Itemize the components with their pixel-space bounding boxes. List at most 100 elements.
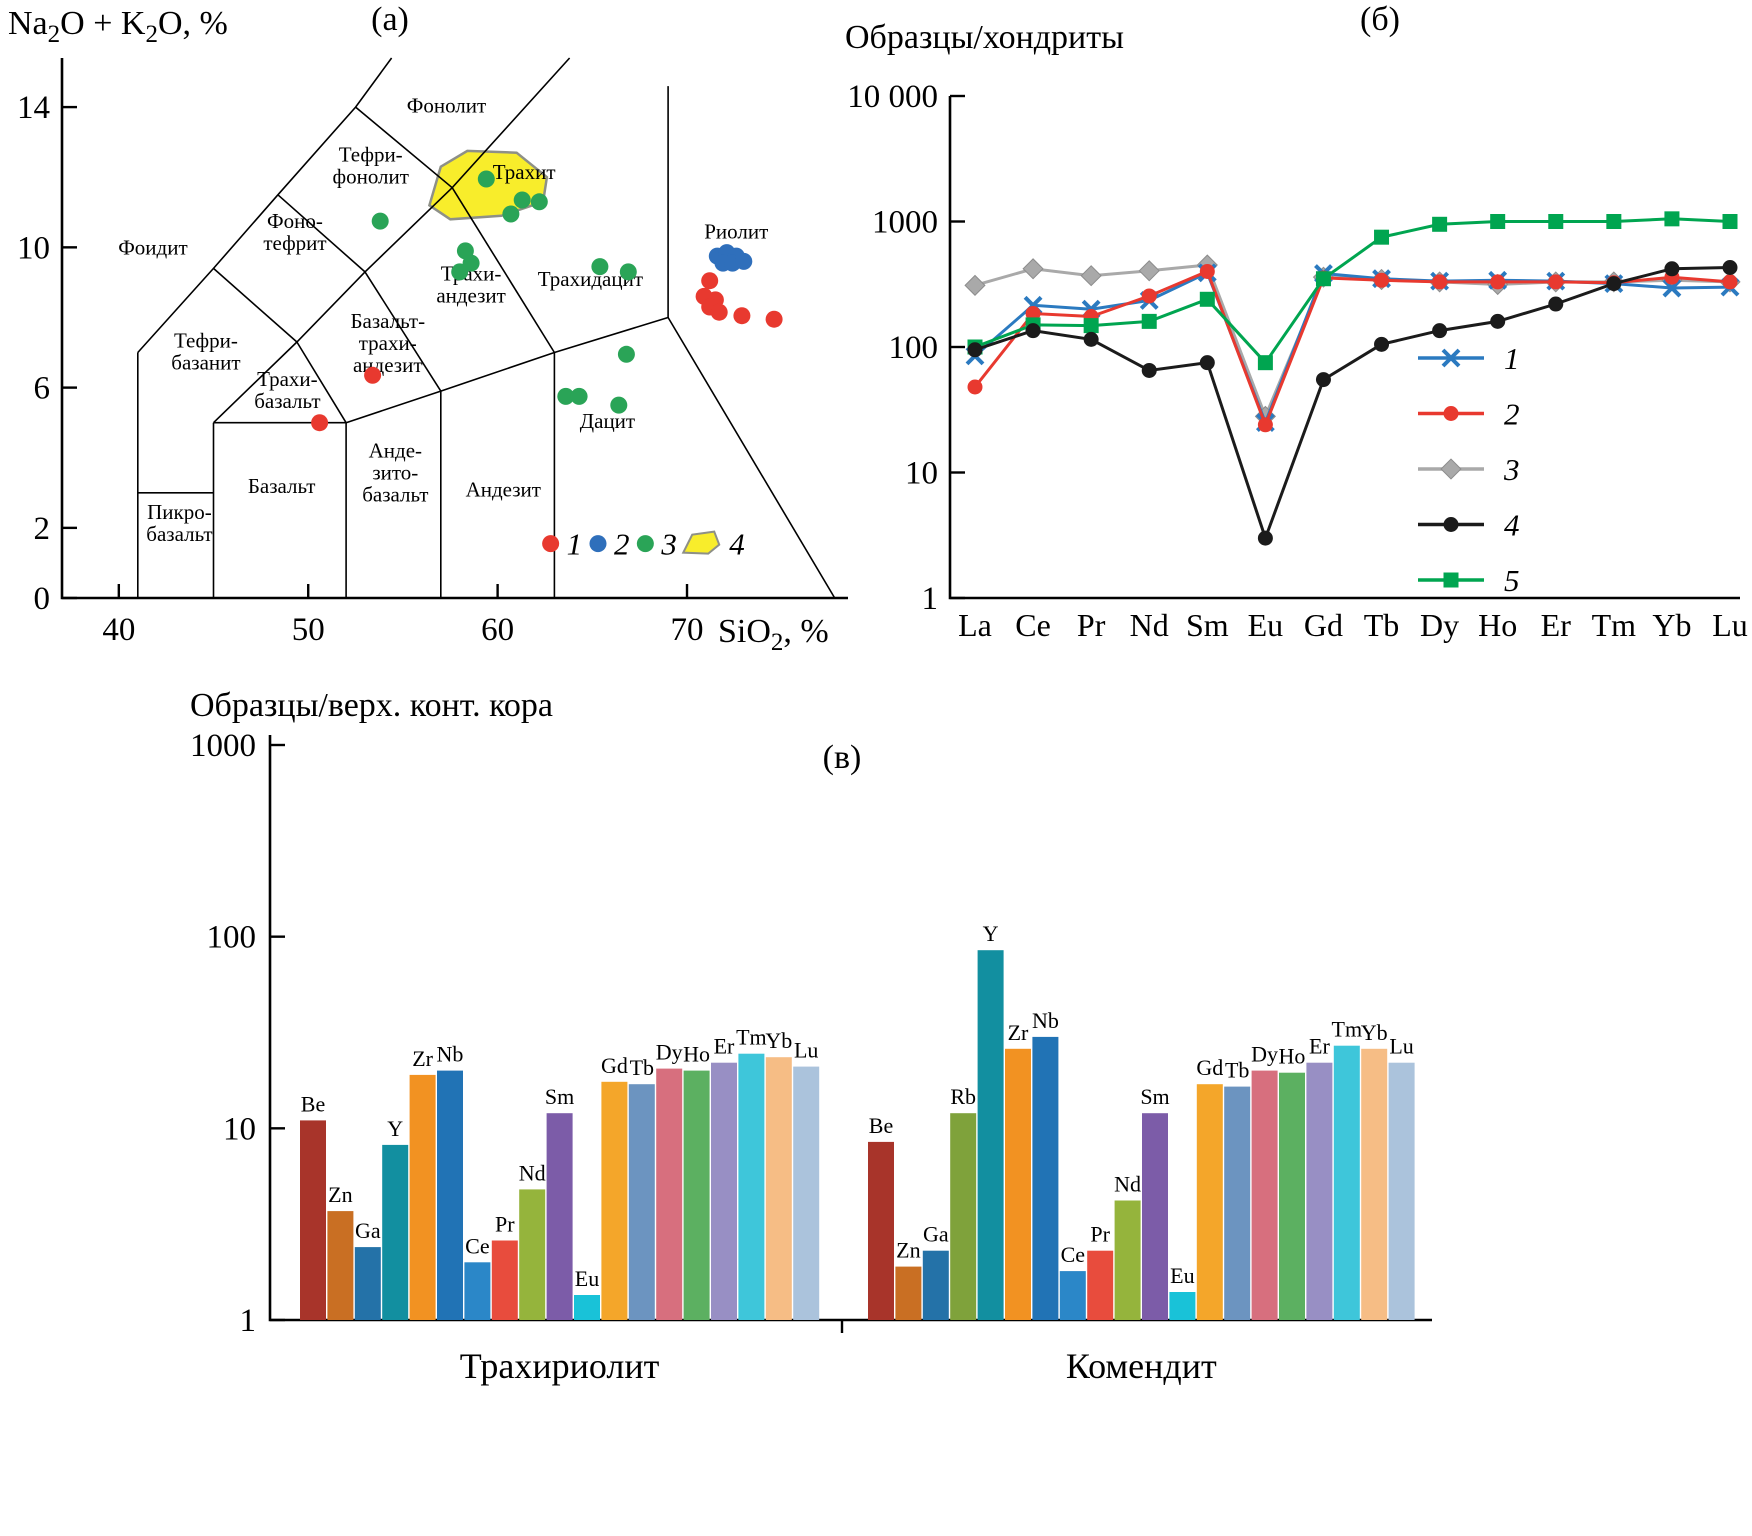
x-tick-label: 40 <box>102 612 135 648</box>
bar-label-Eu: Eu <box>575 1266 599 1291</box>
y-tick-label: 1 <box>240 1303 257 1339</box>
point-series-1 <box>701 272 719 290</box>
marker-circle <box>1315 372 1331 388</box>
marker-square <box>1199 291 1215 307</box>
marker-circle <box>1025 323 1041 339</box>
bar-Ho <box>683 1070 710 1320</box>
marker-diamond <box>1440 458 1462 480</box>
field-boundary <box>345 316 669 424</box>
legend-label: 1 <box>567 527 583 562</box>
y-tick-label: 100 <box>207 920 257 956</box>
marker-square <box>1257 355 1273 371</box>
point-series-3 <box>513 191 531 209</box>
marker-circle <box>1432 323 1448 339</box>
bar-Eu <box>574 1295 600 1320</box>
bar-Gd <box>1196 1084 1223 1320</box>
field-label: Анде-зито-базальт <box>362 439 428 507</box>
marker-x <box>1662 278 1682 298</box>
marker-circle <box>1722 259 1738 275</box>
point-series-1 <box>710 303 728 321</box>
legend-marker-2 <box>589 535 607 553</box>
panel-b-title: Образцы/хондриты <box>845 19 1124 56</box>
bar-Y <box>382 1144 409 1320</box>
marker-circle <box>1490 274 1506 290</box>
bar-Tm <box>1333 1045 1360 1320</box>
legend-marker-field <box>681 530 721 555</box>
marker-square <box>1141 313 1157 329</box>
bar-label-Dy: Dy <box>1251 1042 1278 1067</box>
marker-circle <box>1490 313 1506 329</box>
ree-line-1 <box>974 270 1731 427</box>
panel-b-label: (б) <box>1360 1 1400 38</box>
point-series-3 <box>617 345 635 363</box>
bar-Zn <box>895 1266 922 1320</box>
bar-label-Nd: Nd <box>1114 1172 1141 1197</box>
field-boundary <box>277 194 366 273</box>
field-label: Трахи-андезит <box>436 262 506 308</box>
ree-line-4 <box>974 266 1731 543</box>
y-tick-label: 10 <box>905 456 938 492</box>
bar-label-Ga: Ga <box>923 1222 949 1247</box>
x-category-label: Dy <box>1420 607 1459 643</box>
bar-label-Y: Y <box>387 1116 403 1141</box>
bar-Pr <box>1087 1250 1114 1320</box>
field-label: Тефри-фонолит <box>332 142 408 188</box>
x-category-label: Yb <box>1652 607 1691 643</box>
y-tick-label: 10 000 <box>847 79 938 115</box>
bar-label-Tb: Tb <box>630 1055 654 1080</box>
marker-circle <box>1141 362 1157 378</box>
bar-Rb <box>950 1113 977 1320</box>
bar-label-Tb: Tb <box>1225 1058 1249 1083</box>
bar-Eu <box>1169 1292 1196 1320</box>
point-series-1 <box>765 310 783 328</box>
bar-label-Be: Be <box>301 1091 325 1116</box>
legend-label-3: 3 <box>1503 452 1520 487</box>
field-boundary <box>364 271 442 392</box>
bar-Nd <box>519 1189 546 1320</box>
point-series-1 <box>311 414 329 432</box>
point-series-1 <box>733 307 751 325</box>
x-category-label: Gd <box>1304 607 1343 643</box>
y-tick-label: 14 <box>17 90 50 126</box>
marker-square <box>1374 229 1390 245</box>
field-boundary <box>212 267 298 343</box>
bar-Tb <box>1224 1086 1251 1320</box>
bar-label-Zr: Zr <box>412 1046 433 1071</box>
bar-label-Y: Y <box>983 921 999 946</box>
bar-Ce <box>1059 1271 1086 1320</box>
marker-circle <box>1374 272 1390 288</box>
bar-label-Lu: Lu <box>1389 1034 1413 1059</box>
point-series-1 <box>364 366 382 384</box>
marker-circle <box>1548 274 1564 290</box>
bar-Sm <box>546 1113 573 1320</box>
bar-Lu <box>1388 1062 1415 1320</box>
y-tick-label: 100 <box>889 330 939 366</box>
x-category-label: La <box>958 607 992 643</box>
x-category-label: Sm <box>1186 607 1229 643</box>
bar-label-Sm: Sm <box>1140 1084 1169 1109</box>
field-boundary <box>667 317 836 599</box>
bar-Dy <box>656 1068 683 1320</box>
point-series-3 <box>371 212 389 230</box>
marker-circle <box>1257 530 1273 546</box>
panel-c-title: Образцы/верх. конт. кора <box>190 687 553 724</box>
bar-label-Tm: Tm <box>1332 1017 1363 1042</box>
bar-label-Yb: Yb <box>1361 1020 1388 1045</box>
marker-square <box>1443 572 1459 588</box>
bar-label-Eu: Eu <box>1170 1263 1194 1288</box>
point-series-3 <box>557 387 575 405</box>
bar-label-Ga: Ga <box>355 1218 381 1243</box>
bar-label-Nb: Nb <box>437 1042 464 1067</box>
bar-label-Ho: Ho <box>1279 1044 1306 1069</box>
bar-Ga <box>354 1247 381 1320</box>
bar-Tm <box>738 1053 765 1320</box>
field-boundary <box>355 57 571 189</box>
bar-Ga <box>922 1250 949 1320</box>
marker-circle <box>1199 263 1215 279</box>
point-series-3 <box>451 263 469 281</box>
bar-label-Gd: Gd <box>601 1053 628 1078</box>
bar-label-Zn: Zn <box>896 1238 920 1263</box>
bar-label-Be: Be <box>869 1113 893 1138</box>
